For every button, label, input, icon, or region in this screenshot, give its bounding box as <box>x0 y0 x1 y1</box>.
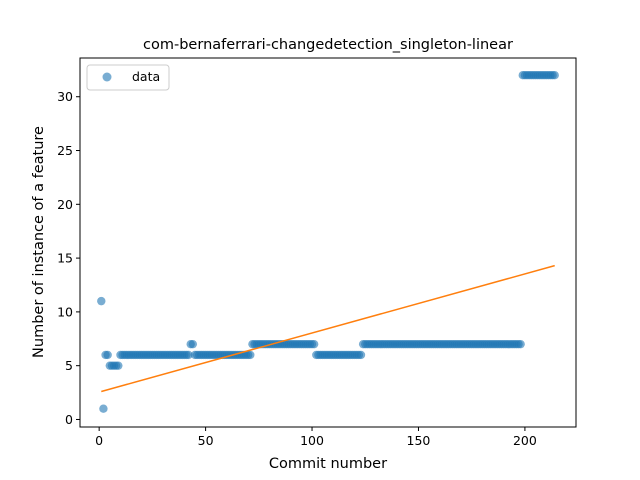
legend-box <box>86 64 170 91</box>
data-point <box>356 350 366 360</box>
x-tick-label: 100 <box>300 433 324 448</box>
x-axis-label: Commit number <box>269 456 387 472</box>
data-point <box>550 71 559 80</box>
legend-marker <box>102 72 112 82</box>
y-tick-label: 5 <box>65 358 73 373</box>
data-point <box>246 350 255 360</box>
y-tick-label: 20 <box>57 197 73 212</box>
x-tick-label: 200 <box>513 433 537 448</box>
x-tick-label: 150 <box>407 433 431 448</box>
data-point <box>184 350 193 360</box>
y-tick-label: 0 <box>65 412 73 427</box>
y-tick-label: 25 <box>57 143 73 158</box>
x-tick-label: 50 <box>198 433 214 448</box>
y-tick-label: 10 <box>57 304 73 319</box>
x-axis: 0 50 100 150 200 <box>95 427 537 448</box>
x-tick-label: 0 <box>95 433 103 448</box>
y-axis: 0 5 10 15 20 25 30 <box>57 89 80 427</box>
data-point <box>99 404 108 413</box>
y-axis-label: Number of instance of a feature <box>31 126 47 358</box>
legend: data <box>86 64 170 91</box>
y-tick-label: 30 <box>57 89 73 104</box>
fit-line <box>101 264 555 393</box>
data-point <box>103 350 112 360</box>
data-point <box>97 296 106 306</box>
data-point <box>188 339 198 349</box>
data-point <box>309 339 319 349</box>
plot-frame <box>79 57 577 428</box>
chart-title: com-bernaferrari-changedetection_singlet… <box>143 37 513 53</box>
y-tick-label: 15 <box>57 251 73 266</box>
plot-area <box>97 71 559 413</box>
data-point <box>114 361 123 370</box>
legend-label: data <box>132 69 160 84</box>
data-point <box>516 339 525 349</box>
